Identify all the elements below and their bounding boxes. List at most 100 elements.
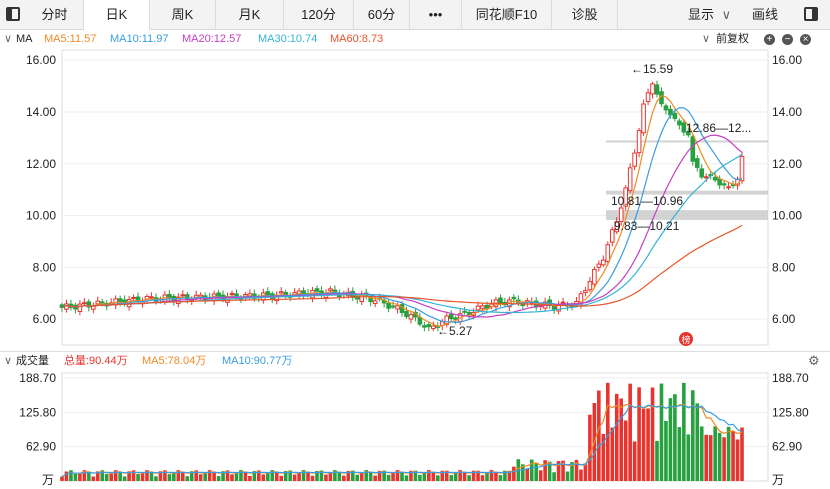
indicator-name[interactable]: MA — [16, 33, 33, 45]
ma5-label: MA5:11.57 — [44, 33, 97, 45]
tab-daily-k[interactable]: 日K — [84, 0, 150, 30]
display-label: 显示 — [688, 7, 715, 22]
volume-bar — [131, 470, 136, 481]
volume-bar — [252, 471, 257, 481]
volume-bar — [203, 473, 207, 481]
candle-body — [726, 186, 731, 189]
resistance-zone-1-label: 12.86—12... — [686, 121, 751, 135]
tab-60min[interactable]: 60分 — [354, 0, 410, 30]
volume-bar — [489, 470, 494, 481]
resistance-zone-3-label: 9.83—10.21 — [614, 219, 680, 233]
draw-line-button[interactable]: 画线 — [752, 7, 779, 22]
close-indicator-icon[interactable]: × — [800, 34, 811, 45]
tab-weekly-k[interactable]: 周K — [150, 0, 216, 30]
volume-bar — [449, 475, 454, 481]
volume-bar — [699, 426, 704, 481]
tab-f10[interactable]: 同花顺F10 — [462, 0, 552, 30]
candle-body — [699, 168, 705, 178]
candle-body — [560, 301, 566, 304]
price-zone-band — [606, 210, 768, 220]
volume-indicator-name[interactable]: 成交量 — [16, 355, 49, 367]
adjust-mode-label[interactable]: 前复权 — [716, 33, 749, 45]
volume-bar — [140, 473, 145, 481]
volume-bar — [248, 475, 252, 481]
candle-body — [677, 120, 682, 126]
volume-ma10-label: MA10:90.77万 — [222, 355, 293, 367]
volume-bar — [149, 471, 154, 481]
volume-bar — [122, 476, 127, 481]
volume-bar — [659, 383, 664, 481]
period-tabbar: 分时 日K 周K 月K 120分 60分 ••• 同花顺F10 诊股 显示 ∨ … — [0, 0, 830, 30]
volume-bar — [529, 459, 534, 481]
volume-bar — [435, 475, 440, 481]
price-axis-label-right: 6.00 — [772, 312, 796, 326]
display-menu-button[interactable]: 显示 ∨ — [688, 0, 731, 30]
candle-body — [216, 292, 221, 297]
ranking-badge-icon[interactable] — [679, 332, 693, 346]
adjust-chevron-icon[interactable]: ∨ — [702, 33, 711, 45]
zoom-out-icon[interactable]: − — [782, 34, 793, 45]
candle-body — [592, 269, 597, 285]
candle-body — [422, 325, 427, 328]
volume-bar — [180, 471, 185, 481]
candle-body — [636, 130, 642, 154]
toggle-right-panel-icon[interactable] — [804, 7, 818, 21]
candle-body — [466, 311, 472, 315]
candle-body — [498, 297, 503, 304]
volume-bar — [525, 468, 530, 481]
zoom-in-icon[interactable]: + — [764, 34, 775, 45]
candle-body — [82, 302, 87, 305]
volume-axis-label-right: 188.70 — [772, 371, 809, 385]
volume-bar — [664, 420, 668, 481]
volume-bar — [641, 408, 646, 481]
candle-body — [404, 311, 409, 318]
candle-body — [690, 136, 696, 162]
tab-120min[interactable]: 120分 — [284, 0, 354, 30]
volume-bar — [279, 475, 284, 481]
volume-bar — [422, 472, 427, 481]
volume-bar — [176, 470, 181, 481]
volume-bar — [682, 382, 686, 481]
volume-bar — [324, 474, 328, 481]
candle-body — [131, 296, 136, 299]
volume-bar — [350, 470, 355, 481]
volume-bar — [538, 470, 543, 481]
moving-average-line-ma20 — [61, 134, 743, 318]
gear-icon[interactable]: ⚙ — [808, 353, 820, 368]
collapse-chevron-icon[interactable]: ∨ — [4, 355, 13, 367]
volume-bar — [297, 473, 301, 481]
tab-intraday[interactable]: 分时 — [26, 0, 84, 30]
candle-body — [739, 155, 745, 182]
candle-body — [184, 294, 190, 300]
toggle-left-panel-icon[interactable] — [6, 7, 20, 21]
tab-monthly-k[interactable]: 月K — [216, 0, 284, 30]
candle-body — [627, 167, 633, 192]
volume-bar — [382, 470, 386, 481]
volume-bar — [154, 476, 158, 481]
candle-body — [605, 244, 611, 262]
volume-bar — [167, 474, 172, 481]
volume-bar — [480, 475, 485, 481]
volume-bar — [632, 441, 637, 481]
volume-bar — [574, 459, 579, 481]
volume-bar — [386, 474, 391, 481]
candle-body — [484, 304, 490, 309]
volume-bar — [476, 470, 480, 481]
candle-body — [686, 131, 691, 136]
volume-bar — [239, 470, 243, 481]
volume-bar — [713, 426, 717, 481]
price-axis-label-right: 8.00 — [772, 260, 796, 274]
volume-axis-label-left: 62.90 — [26, 440, 56, 454]
volume-bar — [109, 473, 114, 481]
candle-body — [672, 112, 678, 119]
volume-bar — [735, 439, 740, 481]
volume-bar — [310, 475, 315, 481]
low-price-annotation: ←5.27 — [437, 324, 473, 338]
candle-body — [587, 281, 593, 291]
volume-bar — [113, 470, 118, 481]
collapse-chevron-icon[interactable]: ∨ — [4, 33, 13, 45]
moving-average-line-ma10 — [61, 107, 743, 324]
tab-more[interactable]: ••• — [410, 0, 462, 30]
tab-diagnose[interactable]: 诊股 — [552, 0, 618, 30]
